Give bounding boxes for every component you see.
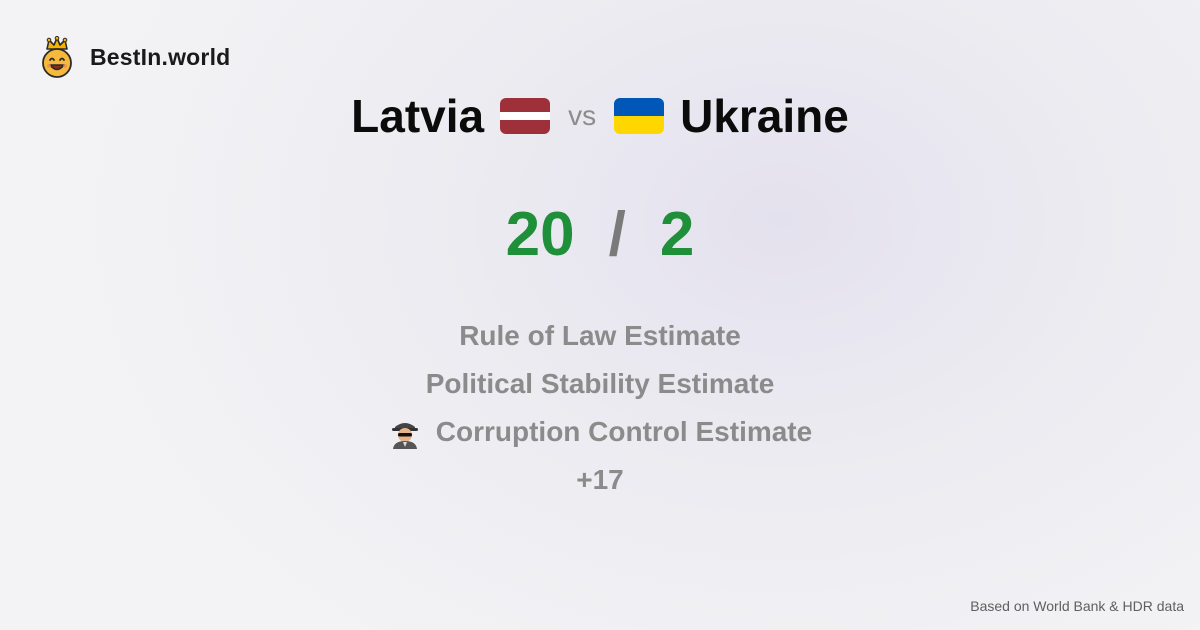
- crowned-smiley-icon: [42, 36, 72, 78]
- metric-label: Rule of Law Estimate: [459, 320, 741, 351]
- more-metrics-count[interactable]: +17: [0, 456, 1200, 504]
- score-right: 2: [659, 199, 695, 269]
- metrics-list: Rule of Law Estimate Political Stability…: [0, 312, 1200, 504]
- country-left-name: Latvia: [351, 90, 485, 142]
- flag-stripe: [614, 116, 665, 134]
- vs-label: vs: [568, 100, 597, 131]
- ukraine-flag-icon: [614, 98, 665, 134]
- metric-item: Corruption Control Estimate: [0, 408, 1200, 456]
- flag-stripe: [500, 119, 551, 134]
- flag-stripe: [500, 98, 551, 113]
- metric-item: Political Stability Estimate: [0, 360, 1200, 408]
- latvia-flag-icon: [500, 98, 551, 134]
- flag-stripe: [614, 98, 665, 116]
- metric-label: Political Stability Estimate: [425, 368, 775, 399]
- brand-name: BestIn.world: [90, 43, 231, 70]
- comparison-title: Latvia vs Ukraine: [0, 84, 1200, 148]
- flag-stripe: [500, 112, 551, 120]
- country-right-name: Ukraine: [680, 90, 849, 142]
- metric-label: +17: [576, 464, 624, 495]
- score-display: 20 / 2: [0, 196, 1200, 272]
- metric-item: Rule of Law Estimate: [0, 312, 1200, 360]
- brand[interactable]: BestIn.world: [38, 36, 230, 78]
- metric-label: Corruption Control Estimate: [435, 416, 813, 447]
- detective-icon: [391, 423, 418, 449]
- score-separator: /: [608, 199, 626, 269]
- score-left: 20: [505, 199, 575, 269]
- source-note: Based on World Bank & HDR data: [970, 598, 1184, 614]
